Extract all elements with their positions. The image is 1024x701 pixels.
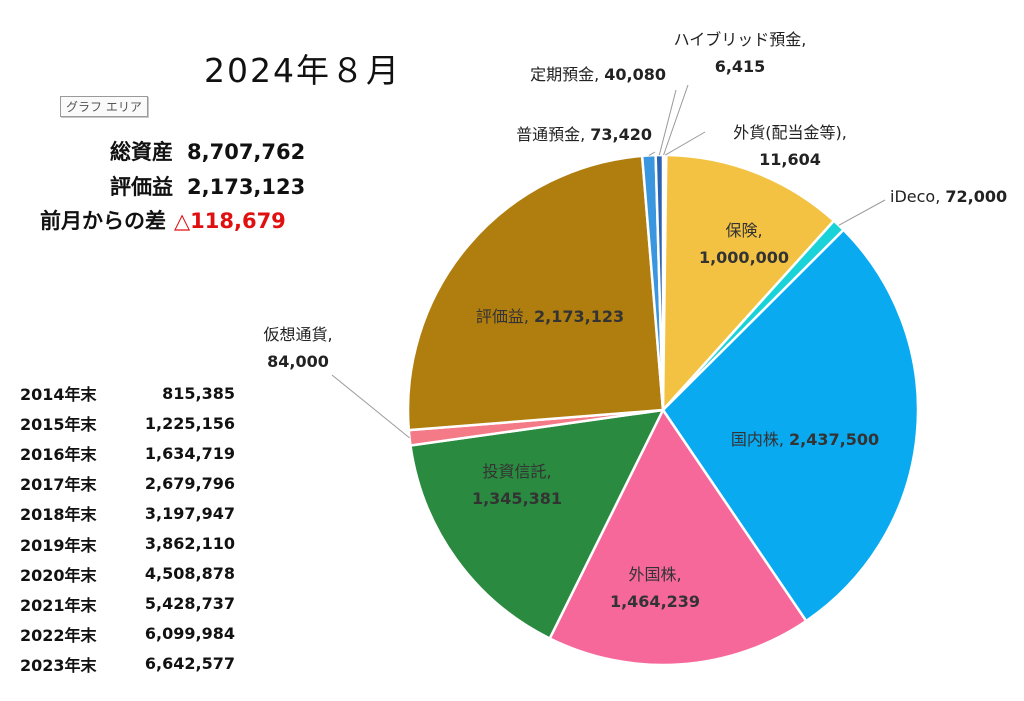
monthly-diff-value: △118,679 — [174, 209, 286, 233]
leader-line — [663, 84, 689, 156]
history-row: 2020年末 4,508,878 — [20, 559, 235, 589]
monthly-diff-label: 前月からの差 — [40, 209, 166, 233]
history-row: 2014年末 815,385 — [20, 378, 235, 408]
history-year: 2018年末 — [20, 505, 97, 525]
history-value: 3,862,110 — [144, 534, 235, 554]
pie-slice — [661, 228, 920, 623]
history-value: 815,385 — [162, 383, 235, 403]
history-row: 2023年末 6,642,577 — [20, 649, 235, 679]
history-value: 2,679,796 — [144, 473, 235, 493]
history-value: 1,225,156 — [144, 413, 235, 433]
year-end-history-list: 2014年末 815,385 2015年末 1,225,156 2016年末 1,634,… — [20, 378, 235, 679]
history-year: 2021年末 — [20, 595, 97, 615]
slice-data-label: 外国株, 1,464,239 — [610, 565, 700, 611]
slice-data-label: 保険, 1,000,000 — [699, 221, 789, 267]
history-year: 2015年末 — [20, 415, 97, 435]
leader-line — [331, 374, 410, 439]
slice-data-label: 外貨(配当金等), 11,604 — [733, 123, 847, 169]
slice-data-label: 投資信託, 1,345,381 — [472, 462, 562, 508]
history-year: 2019年末 — [20, 535, 97, 555]
history-row: 2016年末 1,634,719 — [20, 438, 235, 468]
pie-slice — [409, 408, 666, 641]
total-assets-value: 8,707,762 — [187, 140, 306, 164]
history-value: 3,197,947 — [144, 503, 235, 523]
history-row: 2021年末 5,428,737 — [20, 589, 235, 619]
slice-data-label: ハイブリッド預金, 6,415 — [674, 30, 807, 76]
unrealized-gain-row: 評価益 2,173,123 — [110, 171, 305, 201]
history-year: 2022年末 — [20, 625, 97, 645]
slice-data-label: 国内株, 2,437,500 — [731, 430, 879, 449]
slice-data-label: 定期預金, 40,080 — [530, 65, 666, 84]
pie-slice — [661, 153, 836, 414]
pie-slice — [406, 154, 665, 432]
leader-line — [648, 151, 656, 156]
history-row: 2022年末 6,099,984 — [20, 619, 235, 649]
history-year: 2023年末 — [20, 655, 97, 675]
history-value: 1,634,719 — [144, 443, 235, 463]
unrealized-gain-label: 評価益 — [110, 175, 173, 199]
history-year: 2017年末 — [20, 475, 97, 495]
pie-slice — [654, 153, 665, 411]
leader-line — [664, 131, 706, 156]
slice-data-label: 普通預金, 73,420 — [516, 125, 652, 144]
history-row: 2018年末 3,197,947 — [20, 498, 235, 528]
history-year: 2020年末 — [20, 565, 97, 585]
leader-line — [838, 199, 886, 226]
unrealized-gain-value: 2,173,123 — [187, 175, 306, 199]
slice-data-label: 評価益, 2,173,123 — [476, 307, 624, 326]
history-value: 6,642,577 — [144, 654, 235, 674]
slice-data-label: 仮想通貨, 84,000 — [263, 325, 332, 371]
history-row: 2017年末 2,679,796 — [20, 468, 235, 498]
history-row: 2019年末 3,862,110 — [20, 528, 235, 558]
leader-line — [658, 89, 677, 156]
history-year: 2016年末 — [20, 445, 97, 465]
slice-data-label: iDeco, 72,000 — [890, 187, 1007, 206]
history-value: 4,508,878 — [144, 564, 235, 584]
graph-area-tag: グラフ エリア — [60, 96, 148, 117]
monthly-diff-row: 前月からの差 △118,679 — [40, 205, 286, 235]
history-year: 2014年末 — [20, 385, 97, 405]
history-value: 5,428,737 — [144, 594, 235, 614]
history-value: 6,099,984 — [144, 624, 235, 644]
total-assets-row: 総資産 8,707,762 — [110, 136, 305, 166]
page-title: 2024年８月 — [204, 51, 401, 90]
history-row: 2015年末 1,225,156 — [20, 408, 235, 438]
total-assets-label: 総資産 — [110, 140, 173, 164]
pie-slice — [548, 407, 808, 667]
